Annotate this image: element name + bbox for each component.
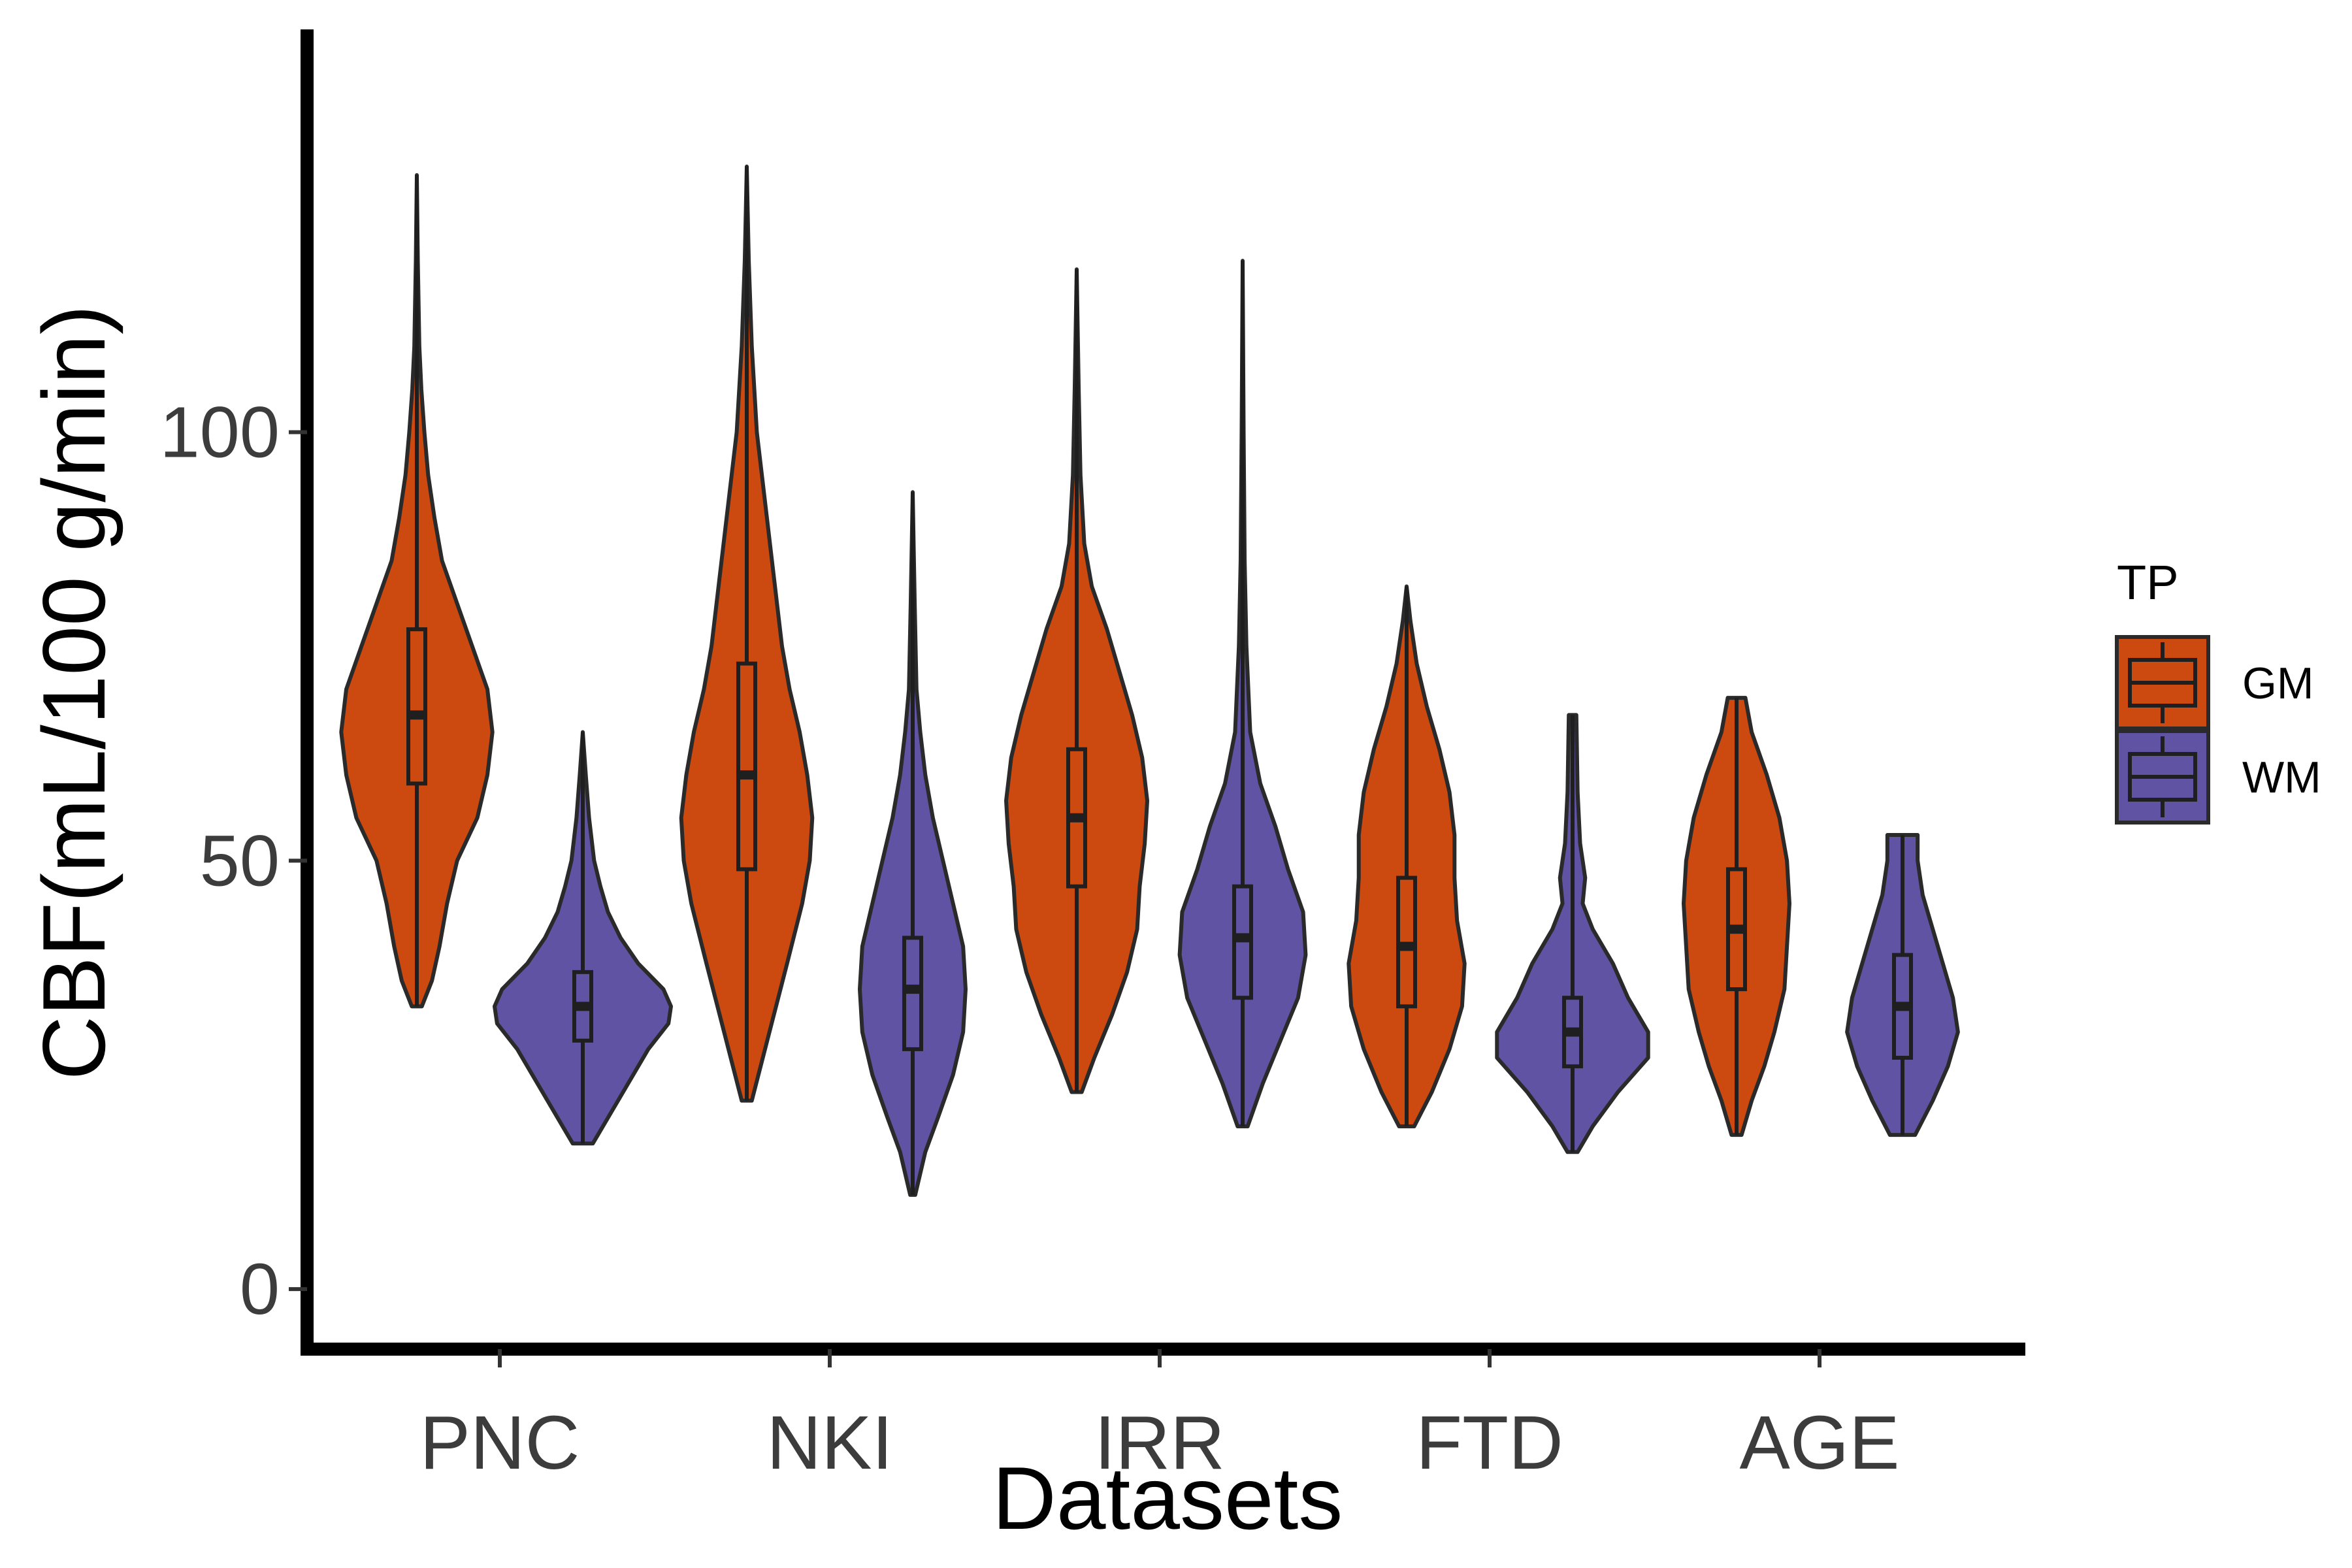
plot-area	[339, 164, 1960, 1197]
y-tick-label-0: 0	[240, 1249, 280, 1330]
x-tick-label-irr: IRR	[1094, 1400, 1225, 1485]
x-tick-label-age: AGE	[1740, 1400, 1900, 1485]
x-tick-label-nki: NKI	[766, 1400, 892, 1485]
y-tick-label-50: 50	[200, 821, 280, 901]
y-axis-title: CBF(mL/100 g/min)	[24, 305, 123, 1081]
legend-title: TP	[2117, 555, 2179, 610]
box-gm-nki	[736, 661, 757, 872]
legend-label-gm: GM	[2242, 659, 2314, 708]
x-tick-label-ftd: FTD	[1416, 1400, 1563, 1485]
y-tick-label-100: 100	[159, 392, 280, 472]
legend: TP GM WM	[2115, 555, 2321, 825]
x-axis-title: Datasets	[992, 1448, 1343, 1548]
x-tick-label-pnc: PNC	[420, 1400, 580, 1485]
legend-label-wm: WM	[2242, 753, 2321, 802]
axes: 0 50 100 PNC NKI IRR FTD AGE	[159, 29, 2025, 1485]
box-gm-pnc	[406, 627, 427, 786]
